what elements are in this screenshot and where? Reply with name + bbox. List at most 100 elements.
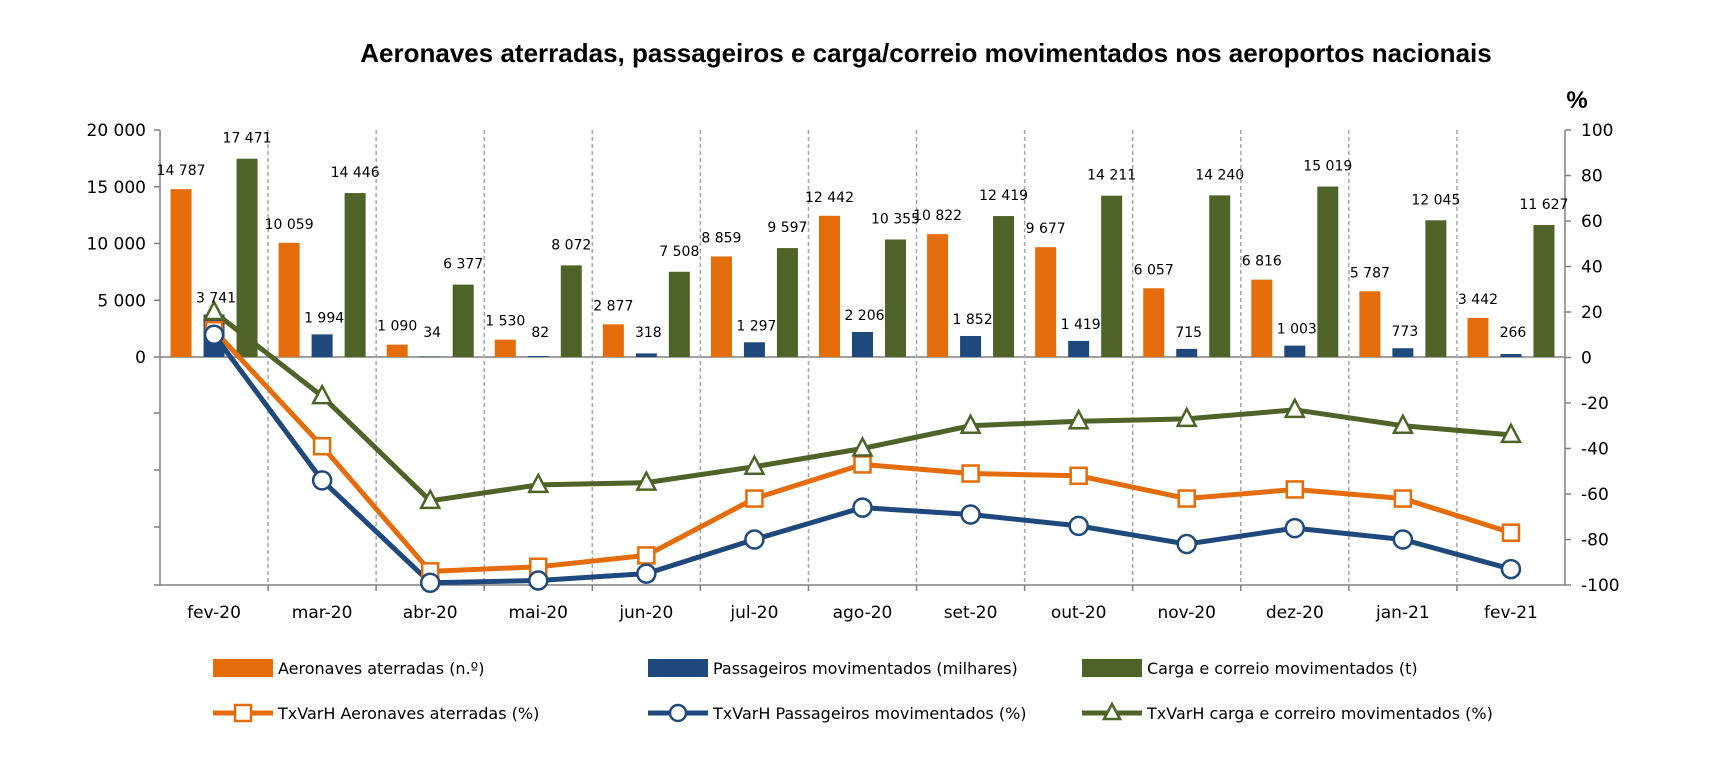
bar [1425, 220, 1447, 357]
legend-label: Aeronaves aterradas (n.º) [278, 659, 484, 678]
data-label: 5 787 [1350, 265, 1390, 281]
data-label: 12 419 [979, 188, 1028, 204]
square-marker [1177, 489, 1196, 508]
left-tick-label: 20 000 [87, 121, 146, 141]
legend-label: TxVarH carga e correiro movimentados (%) [1146, 704, 1493, 723]
triangle-marker [851, 435, 874, 457]
bar [452, 284, 474, 357]
bars-group [170, 158, 1555, 358]
data-label: 1 419 [1061, 317, 1101, 333]
x-tick-label: out-20 [1051, 603, 1107, 623]
square-marker [853, 455, 872, 474]
triangle-marker [1175, 406, 1198, 428]
bar [852, 331, 873, 357]
bar [344, 193, 366, 357]
square-marker [1285, 480, 1305, 499]
data-label: 7 508 [659, 244, 699, 260]
data-labels-group: 14 787 17 471 3 741 10 059 14 446 1 994 1 090 6… [157, 131, 1569, 341]
data-label: 773 [1392, 324, 1419, 340]
x-tick-label: fev-20 [187, 603, 241, 623]
right-tick-label: 20 [1581, 303, 1603, 323]
bar [236, 158, 258, 357]
bar [278, 242, 300, 357]
right-tick-label: -60 [1581, 485, 1609, 505]
triangle-marker [959, 413, 982, 434]
bar [1500, 353, 1522, 357]
data-label: 1 090 [377, 319, 417, 335]
triangle-marker [527, 472, 550, 494]
triangle-marker [743, 454, 766, 475]
lines-group [202, 299, 1523, 593]
right-tick-label: 40 [1581, 258, 1603, 278]
legend-swatch [648, 659, 708, 677]
x-tick-label: mar-20 [292, 603, 353, 623]
bar [1068, 340, 1090, 357]
legend-label: Passageiros movimentados (milhares) [713, 659, 1018, 678]
axes-group: 20 000 15 000 10 000 5 000 0 100 80 60 40 20 0 -20 -… [87, 121, 1620, 623]
triangle-marker [1067, 408, 1090, 430]
circle-marker [1068, 515, 1089, 537]
square-marker [312, 436, 332, 456]
bar [668, 271, 690, 357]
bar [311, 334, 333, 357]
square-marker [1069, 466, 1088, 486]
bar [1467, 317, 1489, 357]
left-tick-label: 15 000 [87, 178, 146, 198]
data-label: 8 072 [551, 237, 591, 253]
circle-marker [852, 497, 873, 518]
data-label: 1 852 [953, 312, 993, 328]
data-label: 14 240 [1195, 167, 1244, 183]
x-tick-label: ago-20 [833, 603, 893, 623]
data-label: 1 297 [736, 318, 776, 334]
legend-square-marker [233, 703, 253, 723]
triangle-marker [1391, 413, 1414, 434]
square-marker [745, 489, 764, 508]
legend-swatch [1082, 659, 1142, 677]
bar [1143, 288, 1165, 357]
right-tick-label: 80 [1581, 167, 1603, 187]
data-label: 8 859 [701, 230, 741, 246]
circle-marker [203, 324, 225, 345]
square-marker [637, 546, 656, 565]
bar [1359, 291, 1381, 357]
left-tick-label: 0 [135, 348, 146, 368]
data-label: 3 442 [1458, 292, 1498, 308]
data-label: 14 446 [331, 165, 380, 181]
bar [819, 215, 840, 357]
bar [1035, 247, 1057, 357]
circle-marker [1176, 533, 1197, 555]
bar [960, 335, 982, 357]
legend-triangle-marker [1101, 701, 1123, 721]
left-tick-label: 5 000 [97, 291, 146, 311]
bar [635, 353, 657, 357]
bar [419, 356, 441, 358]
circle-marker [419, 572, 441, 593]
data-label: 2 206 [844, 308, 884, 324]
data-label: 14 211 [1087, 168, 1136, 184]
chart-title: Aeronaves aterradas, passageiros e carga… [360, 38, 1491, 68]
bar [1533, 225, 1555, 357]
data-label: 82 [531, 325, 549, 341]
right-tick-label: 100 [1581, 121, 1613, 141]
x-tick-label: jul-20 [729, 603, 778, 623]
data-label: 266 [1500, 325, 1527, 341]
data-label: 17 471 [223, 131, 272, 147]
data-label: 10 059 [265, 217, 314, 233]
data-label: 6 057 [1134, 262, 1174, 278]
triangle-marker [202, 299, 226, 321]
circle-marker [1500, 558, 1522, 580]
data-label: 1 003 [1277, 322, 1317, 338]
bar [743, 342, 765, 357]
right-tick-label: 60 [1581, 212, 1603, 232]
x-tick-label: jun-20 [618, 603, 673, 623]
right-tick-label: -40 [1581, 440, 1609, 460]
triangle-marker [635, 469, 658, 491]
data-label: 1 530 [485, 314, 525, 330]
data-label: 2 877 [593, 298, 633, 314]
bar [527, 356, 549, 357]
bar [1317, 186, 1339, 357]
data-label: 10 822 [913, 208, 962, 224]
triangle-marker [1499, 422, 1523, 444]
circle-marker [1392, 529, 1414, 550]
data-label: 1 994 [304, 310, 344, 326]
